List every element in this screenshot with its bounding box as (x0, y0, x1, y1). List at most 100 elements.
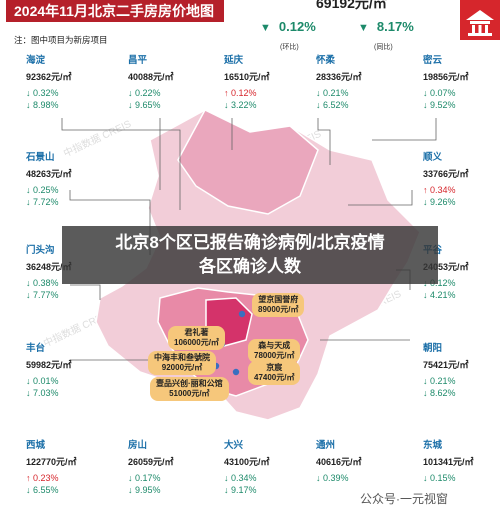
triangle-down-icon: ▼ (358, 22, 369, 34)
district-mom: ↓ 0.01% (26, 376, 59, 386)
district-price: 26059元/㎡ (128, 457, 174, 467)
district-mom: ↑ 0.23% (26, 473, 59, 483)
district-haidian: 海淀 92362元/㎡ ↓ 0.32% ↓ 8.98% (26, 55, 72, 111)
district-miyun: 密云 19856元/㎡ ↓ 0.07% ↓ 9.52% (423, 55, 469, 111)
district-name: 大兴 (224, 440, 244, 451)
overlay-banner: 北京8个区已报告确诊病例/北京疫情 各区确诊人数 (62, 226, 438, 284)
summary-panel: 69192元/㎡ ▼ 0.12% (环比) ▼ 8.17% (同比) (228, 0, 458, 55)
yoy-value: 8.17% (376, 19, 414, 34)
district-price: 40616元/㎡ (316, 457, 362, 467)
banner-line2: 各区确诊人数 (199, 257, 301, 276)
district-mom: ↑ 0.34% (423, 185, 456, 195)
district-yoy: ↓ 9.95% (128, 485, 161, 495)
district-yoy: ↓ 9.17% (224, 485, 257, 495)
triangle-down-icon: ▼ (260, 22, 271, 34)
footer-watermark: 公众号·一元视窗 (360, 492, 448, 506)
district-name: 门头沟 (26, 245, 55, 256)
district-yoy: ↓ 3.22% (224, 100, 257, 110)
project-marker (238, 310, 246, 318)
district-mom: ↓ 0.21% (423, 376, 456, 386)
district-fengtai: 丰台 59982元/㎡ ↓ 0.01% ↓ 7.03% (26, 343, 72, 399)
district-name: 顺义 (423, 152, 443, 163)
temple-logo-icon (460, 0, 500, 40)
district-mentougou: 门头沟 36248元/㎡ ↓ 0.38% ↓ 7.77% (26, 245, 72, 301)
district-chaoyang: 朝阳 75421元/㎡ ↓ 0.21% ↓ 8.62% (423, 343, 469, 399)
yoy-label: (同比) (374, 44, 393, 51)
yoy-stat: ▼ 8.17% (358, 19, 414, 34)
project-callout: 中海丰和叁號院 92000元/㎡ (148, 351, 216, 375)
district-yoy: ↓ 7.77% (26, 290, 59, 300)
district-price: 36248元/㎡ (26, 262, 72, 272)
district-yoy: ↓ 9.65% (128, 100, 161, 110)
district-price: 24053元/㎡ (423, 262, 469, 272)
district-yoy: ↓ 7.72% (26, 197, 59, 207)
district-name: 密云 (423, 55, 443, 66)
district-name: 朝阳 (423, 343, 443, 354)
district-mom: ↓ 0.07% (423, 88, 456, 98)
map-note: 注：图中项目为新房项目 (14, 35, 108, 45)
district-name: 通州 (316, 440, 336, 451)
page-title: 2024年11月北京二手房房价地图 (6, 0, 224, 22)
district-daxing: 大兴 43100元/㎡ ↓ 0.34% ↓ 9.17% (224, 440, 270, 496)
mom-label: (环比) (280, 44, 299, 51)
district-mom: ↓ 0.21% (316, 88, 349, 98)
district-dongcheng: 东城 101341元/㎡ ↓ 0.15% (423, 440, 474, 484)
project-callout: 森与天成 78000元/㎡ (248, 339, 301, 363)
district-mom: ↓ 0.22% (128, 88, 161, 98)
district-mom: ↓ 0.39% (316, 473, 349, 483)
district-mom: ↓ 0.32% (26, 88, 59, 98)
district-price: 33766元/㎡ (423, 169, 469, 179)
district-name: 海淀 (26, 55, 46, 66)
district-name: 昌平 (128, 55, 148, 66)
district-name: 石景山 (26, 152, 55, 163)
district-yoy: ↓ 7.03% (26, 388, 59, 398)
district-yoy: ↓ 8.62% (423, 388, 456, 398)
district-price: 40088元/㎡ (128, 72, 174, 82)
district-yoy: ↓ 9.52% (423, 100, 456, 110)
district-price: 92362元/㎡ (26, 72, 72, 82)
district-yoy: ↓ 8.98% (26, 100, 59, 110)
district-tongzhou: 通州 40616元/㎡ ↓ 0.39% (316, 440, 362, 484)
mom-value: 0.12% (278, 19, 316, 34)
project-callout: 京宸 47400元/㎡ (248, 361, 301, 385)
district-mom: ↓ 0.17% (128, 473, 161, 483)
project-callout: 壹品兴创·丽和公馆 51000元/㎡ (150, 377, 229, 401)
district-price: 19856元/㎡ (423, 72, 469, 82)
north-districts-region (177, 109, 319, 215)
district-yoy: ↓ 6.52% (316, 100, 349, 110)
district-shunyi: 顺义 33766元/㎡ ↑ 0.34% ↓ 9.26% (423, 152, 469, 208)
district-name: 丰台 (26, 343, 46, 354)
district-huairou: 怀柔 28336元/㎡ ↓ 0.21% ↓ 6.52% (316, 55, 362, 111)
district-name: 怀柔 (316, 55, 336, 66)
district-yanqing: 延庆 16510元/㎡ ↑ 0.12% ↓ 3.22% (224, 55, 270, 111)
district-mom: ↓ 0.25% (26, 185, 59, 195)
mom-stat: ▼ 0.12% (260, 19, 316, 34)
district-price: 28336元/㎡ (316, 72, 362, 82)
district-mom: ↓ 0.38% (26, 278, 59, 288)
project-callout: 君礼著 106000元/㎡ (168, 326, 225, 350)
district-fangshan: 房山 26059元/㎡ ↓ 0.17% ↓ 9.95% (128, 440, 174, 496)
district-price: 43100元/㎡ (224, 457, 270, 467)
district-mom: ↑ 0.12% (224, 88, 257, 98)
district-xicheng: 西城 122770元/㎡ ↑ 0.23% ↓ 6.55% (26, 440, 77, 496)
banner-line1: 北京8个区已报告确诊病例/北京疫情 (115, 233, 385, 252)
district-yoy: ↓ 6.55% (26, 485, 59, 495)
district-yoy: ↓ 9.26% (423, 197, 456, 207)
district-mom: ↓ 0.34% (224, 473, 257, 483)
avg-price: 69192元/㎡ (316, 0, 387, 11)
district-price: 16510元/㎡ (224, 72, 270, 82)
district-shijingshan: 石景山 48263元/㎡ ↓ 0.25% ↓ 7.72% (26, 152, 72, 208)
project-callout: 望京国誉府 89000元/㎡ (252, 293, 305, 317)
district-price: 101341元/㎡ (423, 457, 474, 467)
district-price: 122770元/㎡ (26, 457, 77, 467)
district-name: 东城 (423, 440, 443, 451)
district-name: 房山 (128, 440, 148, 451)
district-price: 59982元/㎡ (26, 360, 72, 370)
project-marker (232, 368, 240, 376)
district-price: 75421元/㎡ (423, 360, 469, 370)
district-name: 西城 (26, 440, 46, 451)
district-yoy: ↓ 4.21% (423, 290, 456, 300)
district-price: 48263元/㎡ (26, 169, 72, 179)
district-name: 延庆 (224, 55, 244, 66)
